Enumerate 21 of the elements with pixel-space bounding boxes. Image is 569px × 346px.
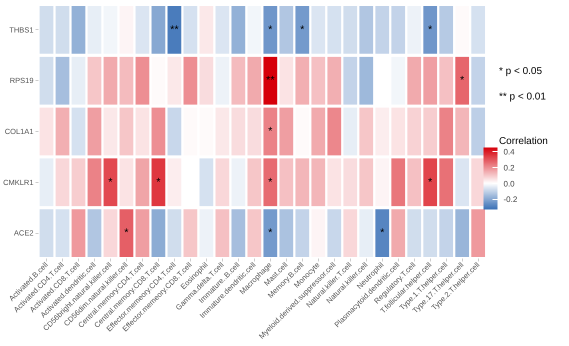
data-label: ** bbox=[170, 24, 180, 36]
color-bar-label: 0.0 bbox=[504, 179, 516, 188]
color-bar-title: Correlation bbox=[498, 136, 548, 148]
data-label: * bbox=[268, 126, 274, 138]
data-label: * bbox=[268, 24, 274, 36]
color-bar-label: -0.2 bbox=[504, 195, 518, 204]
data-label: ** bbox=[266, 74, 276, 87]
color-bar-label: 0.4 bbox=[504, 147, 516, 156]
text: * p < 0.05 bbox=[498, 66, 542, 78]
data-label: * bbox=[460, 74, 466, 87]
data-label: * bbox=[380, 227, 386, 240]
data-label: * bbox=[268, 227, 274, 240]
data-label: * bbox=[108, 176, 114, 188]
color-bar-label: 0.2 bbox=[504, 163, 516, 172]
data-label: * bbox=[268, 176, 274, 188]
data-label: * bbox=[156, 176, 162, 188]
data-label: * bbox=[124, 227, 130, 240]
data-label: * bbox=[428, 24, 434, 36]
data-label: * bbox=[300, 24, 306, 36]
data-label: * bbox=[428, 176, 434, 188]
text: ** p < 0.01 bbox=[498, 91, 546, 102]
